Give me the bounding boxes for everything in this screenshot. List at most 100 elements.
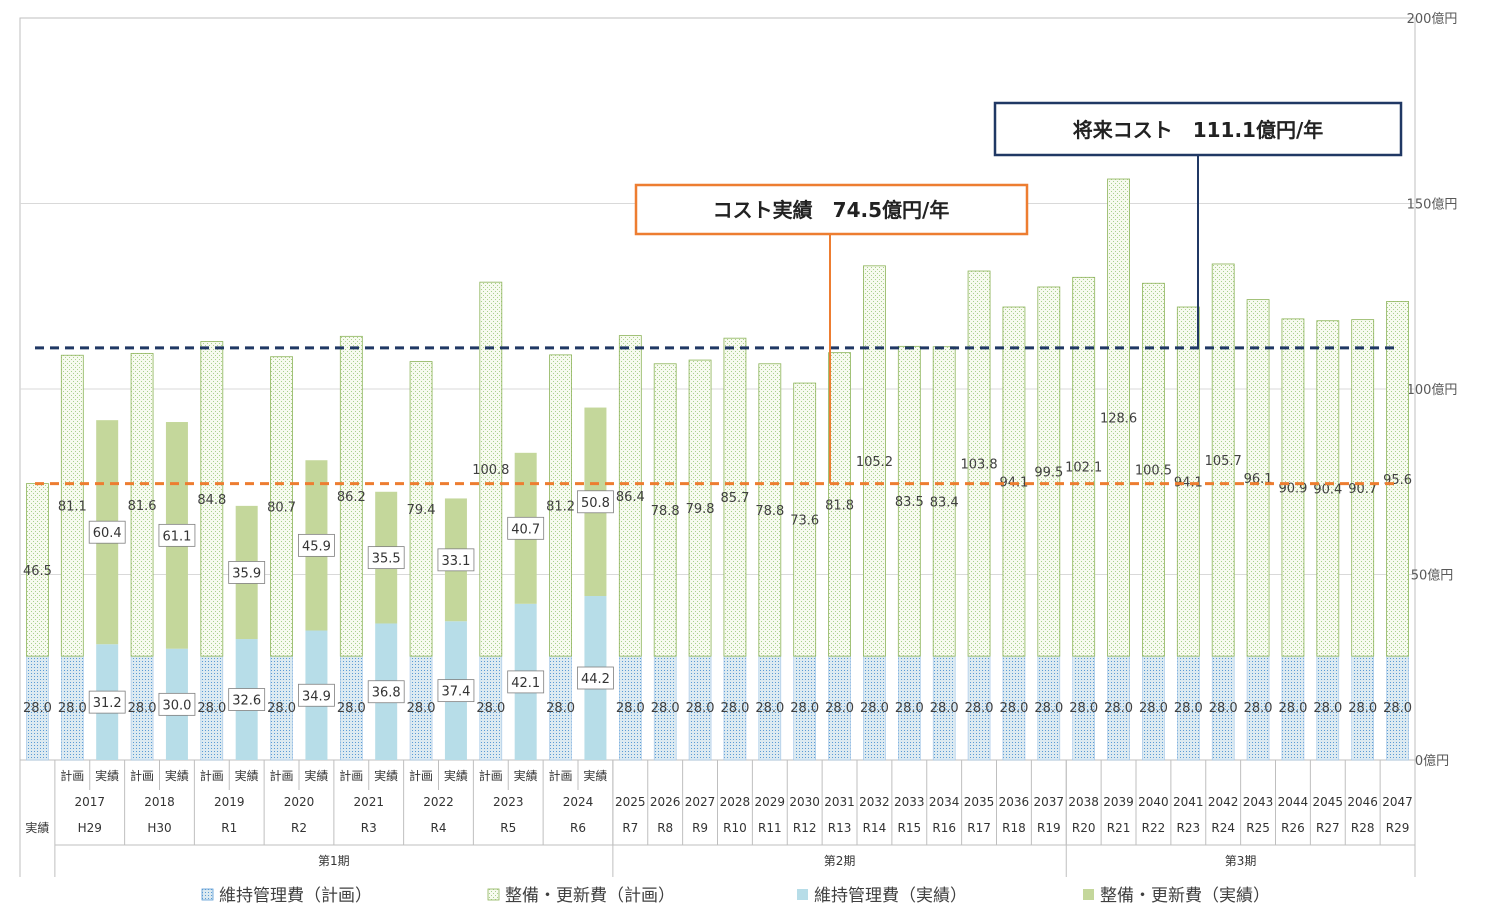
axis-era-label: R10 (723, 821, 747, 835)
bar-renew-plan (479, 281, 503, 657)
axis-era-label: R22 (1142, 821, 1166, 835)
axis-year-label: 2026 (650, 795, 681, 809)
future-callout-box (993, 101, 1403, 157)
axis-era-label: R5 (500, 821, 516, 835)
data-label-renew-plan: 90.7 (1348, 482, 1377, 497)
axis-kind-label: 計画 (409, 768, 433, 783)
data-label-maint-plan: 28.0 (58, 701, 87, 716)
bar-renew-plan (130, 352, 154, 657)
axis-year-label: 2031 (824, 795, 855, 809)
bar-renew-plan (1037, 286, 1061, 657)
data-label-maint-actual-box (228, 688, 266, 711)
axis-year-label: 2024 (563, 795, 594, 809)
bar-renew-plan (1281, 318, 1305, 657)
data-label-maint-plan: 28.0 (651, 701, 680, 716)
axis-year-label: 2036 (999, 795, 1030, 809)
data-label-maint-plan: 28.0 (930, 701, 959, 716)
data-label-maint-plan: 28.0 (1104, 701, 1133, 716)
data-label-maint-plan: 28.0 (128, 701, 157, 716)
actual-callout-box (634, 183, 1029, 236)
legend-swatch-maint_actual (797, 889, 808, 900)
bar-renew-plan (723, 337, 747, 657)
bar-renew-plan (339, 335, 363, 657)
axis-kind-label: 計画 (130, 768, 154, 783)
axis-era-label: R19 (1037, 821, 1061, 835)
axis-era-label: R18 (1002, 821, 1026, 835)
data-label-renew-plan: 84.8 (197, 493, 226, 508)
data-label-renew-plan: 80.7 (267, 500, 296, 515)
data-label-maint-plan: 28.0 (1313, 701, 1342, 716)
axis-year-label: 2029 (755, 795, 786, 809)
axis-kind-label: 実績 (374, 768, 398, 783)
axis-era-label: R17 (967, 821, 991, 835)
axis-year-label: 2044 (1278, 795, 1309, 809)
bar-renew-plan (1246, 299, 1270, 657)
bar-renew-plan (549, 354, 572, 657)
data-label-maint-plan: 28.0 (686, 701, 715, 716)
y-tick-label: 50億円 (1411, 568, 1454, 584)
data-label-maint-actual: 34.9 (302, 689, 331, 704)
data-label-maint-plan: 28.0 (1174, 701, 1203, 716)
axis-kind-label: 実績 (583, 768, 607, 783)
data-label-renew-actual-box (507, 516, 545, 540)
axis-year-label: 2018 (144, 795, 175, 809)
data-labels-layer: 28.0 46.5 28.0 81.1 31.2 60.4 28.0 81.6 30.0 61.1… (23, 412, 1412, 716)
data-label-renew-plan: 103.8 (960, 458, 997, 473)
axis-year-label: 2025 (615, 795, 646, 809)
bar-renew-plan (967, 270, 991, 657)
data-label-maint-plan: 28.0 (999, 701, 1028, 716)
axis-era-label: R15 (898, 821, 922, 835)
axis-period-label: 第3期 (1225, 854, 1257, 868)
data-label-renew-plan: 73.6 (790, 514, 819, 529)
data-label-renew-plan: 105.2 (856, 455, 893, 470)
axis-era-label: R13 (828, 821, 852, 835)
data-label-renew-actual-box (437, 548, 475, 572)
axis-year-label: 2028 (720, 795, 751, 809)
axis-era-label: R2 (291, 821, 307, 835)
axis-era-label: R24 (1211, 821, 1235, 835)
bars-layer (26, 178, 1409, 761)
axis-kind-label: 実績 (95, 768, 119, 783)
data-label-maint-plan: 28.0 (825, 701, 854, 716)
axis-year-label: 2033 (894, 795, 925, 809)
data-label-renew-plan: 90.4 (1313, 482, 1342, 497)
legend-swatch-renew_plan (487, 888, 500, 901)
data-label-maint-plan: 28.0 (755, 701, 784, 716)
data-label-maint-plan: 28.0 (1034, 701, 1063, 716)
axis-year-label: 2035 (964, 795, 995, 809)
data-label-renew-plan: 90.9 (1278, 482, 1307, 497)
data-label-renew-plan: 79.4 (407, 503, 436, 518)
future-callout-text: 将来コスト 111.1億円/年 (1073, 118, 1324, 142)
axis-year-label: 2047 (1382, 795, 1413, 809)
legend-label-renew_actual: 整備・更新費（実績） (1100, 886, 1270, 906)
bar-renew-plan (1142, 282, 1165, 657)
data-label-maint-plan: 28.0 (860, 701, 889, 716)
bar-renew-plan (1386, 301, 1409, 657)
axis-kind-label: 実績 (165, 768, 189, 783)
actual-callout-text: コスト実績 74.5億円/年 (713, 198, 950, 222)
axis-era-label: R1 (221, 821, 237, 835)
axis-year-label: 2034 (929, 795, 960, 809)
data-label-renew-plan: 81.2 (546, 499, 575, 514)
data-label-maint-plan: 28.0 (616, 701, 645, 716)
axis-era-label: R27 (1316, 821, 1340, 835)
axis-year-label: 2030 (789, 795, 820, 809)
legend-label-maint_plan: 維持管理費（計画） (219, 886, 372, 906)
axis-kind-label: 実績 (444, 768, 468, 783)
axis-year-label: 2032 (859, 795, 890, 809)
axis-year-label: 2037 (1034, 795, 1065, 809)
data-label-maint-plan: 28.0 (197, 701, 226, 716)
data-label-renew-actual: 60.4 (93, 526, 122, 541)
axis-year-label: 2021 (353, 795, 384, 809)
data-label-maint-plan: 28.0 (23, 701, 52, 716)
data-label-renew-actual-box (367, 546, 405, 570)
axis-year-label: 2045 (1313, 795, 1344, 809)
data-label-renew-actual-box (228, 561, 266, 584)
bar-renew-plan (1107, 178, 1130, 657)
data-label-maint-actual: 44.2 (581, 672, 610, 687)
data-label-maint-plan: 28.0 (337, 701, 366, 716)
data-label-renew-plan: 81.6 (128, 499, 157, 514)
